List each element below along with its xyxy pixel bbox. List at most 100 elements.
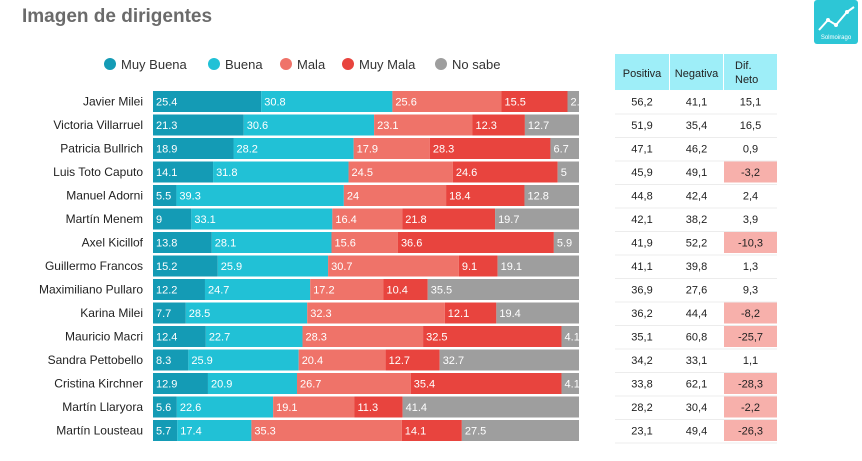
data-label: 36.6 [401,238,422,250]
bar-segment [298,349,386,371]
table-cell: 35,4 [686,120,707,132]
bar-segment [261,91,393,112]
data-label: 15.2 [156,261,177,273]
table-cell: 27,6 [686,285,707,297]
negative-highlight [724,302,777,324]
data-label: 4.1 [565,332,580,344]
category-label: Karina Milei [80,306,143,320]
category-label: Martín Lousteau [56,424,143,438]
data-label: 12.9 [156,379,177,391]
table-cell: 41,1 [686,97,707,109]
bar-segment [251,420,402,441]
bar-segment [524,185,579,206]
data-label: 21.3 [156,120,177,132]
legend-label: Buena [225,57,263,72]
bar-segment [217,255,329,277]
bar-segment [153,349,189,371]
category-label: Sandra Pettobello [48,353,144,367]
bar-segment [153,396,177,418]
data-label: 4.1 [565,379,580,391]
table-cell: 60,8 [686,332,707,344]
bar-segment [348,161,453,183]
data-label: 5.5 [156,191,171,203]
table-cell: 42,4 [686,191,707,203]
data-label: 28.1 [215,238,236,250]
bar-segment [444,302,497,324]
table-cell: 41,9 [631,238,652,250]
data-label: 6.7 [553,144,568,156]
category-label: Mauricio Macri [65,330,143,344]
negative-highlight [724,161,777,183]
bar-segment [501,91,568,112]
table-cell: 39,8 [686,261,707,273]
table-cell: 34,2 [631,355,652,367]
legend-label: Muy Buena [121,57,188,72]
table-cell: -25,7 [738,332,763,344]
category-label: Axel Kicillof [82,236,144,250]
data-label: 30.6 [247,120,268,132]
bar-segment [153,185,177,206]
table-header-cell [670,54,723,90]
negative-highlight [724,326,777,347]
bar-segment [439,349,579,371]
data-label: 22.6 [180,402,201,414]
data-label: 35.4 [414,379,435,391]
legend-item: Muy Mala [342,57,416,72]
data-label: 12.7 [389,355,410,367]
table-cell: 42,1 [631,214,652,226]
data-label: 5.9 [557,238,572,250]
table-cell: -10,3 [738,238,763,250]
data-label: 12.7 [528,120,549,132]
table-cell: -3,2 [741,167,760,179]
negative-highlight [724,420,777,441]
bar-segment [561,326,579,347]
table-header-cell [615,54,669,90]
table-cell: 52,2 [686,238,707,250]
category-label: Guillermo Francos [45,259,143,273]
bar-segment [177,420,252,441]
data-label: 18.9 [156,144,177,156]
data-label: 12.2 [156,285,177,297]
data-label: 28.3 [306,332,327,344]
bar-segment [211,232,332,253]
data-label: 12.8 [527,191,548,203]
bar-segment [153,373,208,394]
table-cell: 44,4 [686,308,707,320]
table-cell: 3,9 [743,214,758,226]
table-row: 44,8 42,4 2,4 [615,191,777,209]
data-label: 14.1 [156,167,177,179]
data-label: 27.5 [465,426,486,438]
bar-segment [185,302,308,324]
data-label: 9.1 [462,261,477,273]
bar-segment [153,161,214,183]
data-label: 13.8 [156,238,177,250]
data-label: 11.3 [357,402,378,414]
bar-segment [302,326,424,347]
legend-label: No sabe [452,57,500,72]
table-header-label: Positiva [623,68,662,80]
bar-segment [343,185,447,206]
category-label: Manuel Adorni [66,189,143,203]
data-label: 28.3 [433,144,454,156]
table-cell: 36,2 [631,308,652,320]
category-label: Maximiliano Pullaro [39,283,143,297]
data-label: 20.4 [302,355,323,367]
bar-segment [458,255,498,277]
table-row: 45,9 49,1 -3,2 [615,161,777,185]
bar-segment [332,208,403,230]
data-label: 24 [347,191,359,203]
data-label: 32.7 [443,355,464,367]
table-cell: 33,8 [631,379,652,391]
bar-segment [553,232,579,253]
table-header-label: Neto [735,74,758,86]
data-label: 18.4 [449,191,470,203]
bar-segment [331,232,398,253]
brand-logo-text: Solmoirago [820,35,852,41]
data-label: 33.1 [194,214,215,226]
bar-segment [354,396,403,418]
legend-swatch [342,58,354,70]
bar-segment [472,114,525,136]
bar-segment [153,114,244,136]
table-row: 51,9 35,4 16,5 [615,120,777,138]
bar-segment [567,91,579,112]
